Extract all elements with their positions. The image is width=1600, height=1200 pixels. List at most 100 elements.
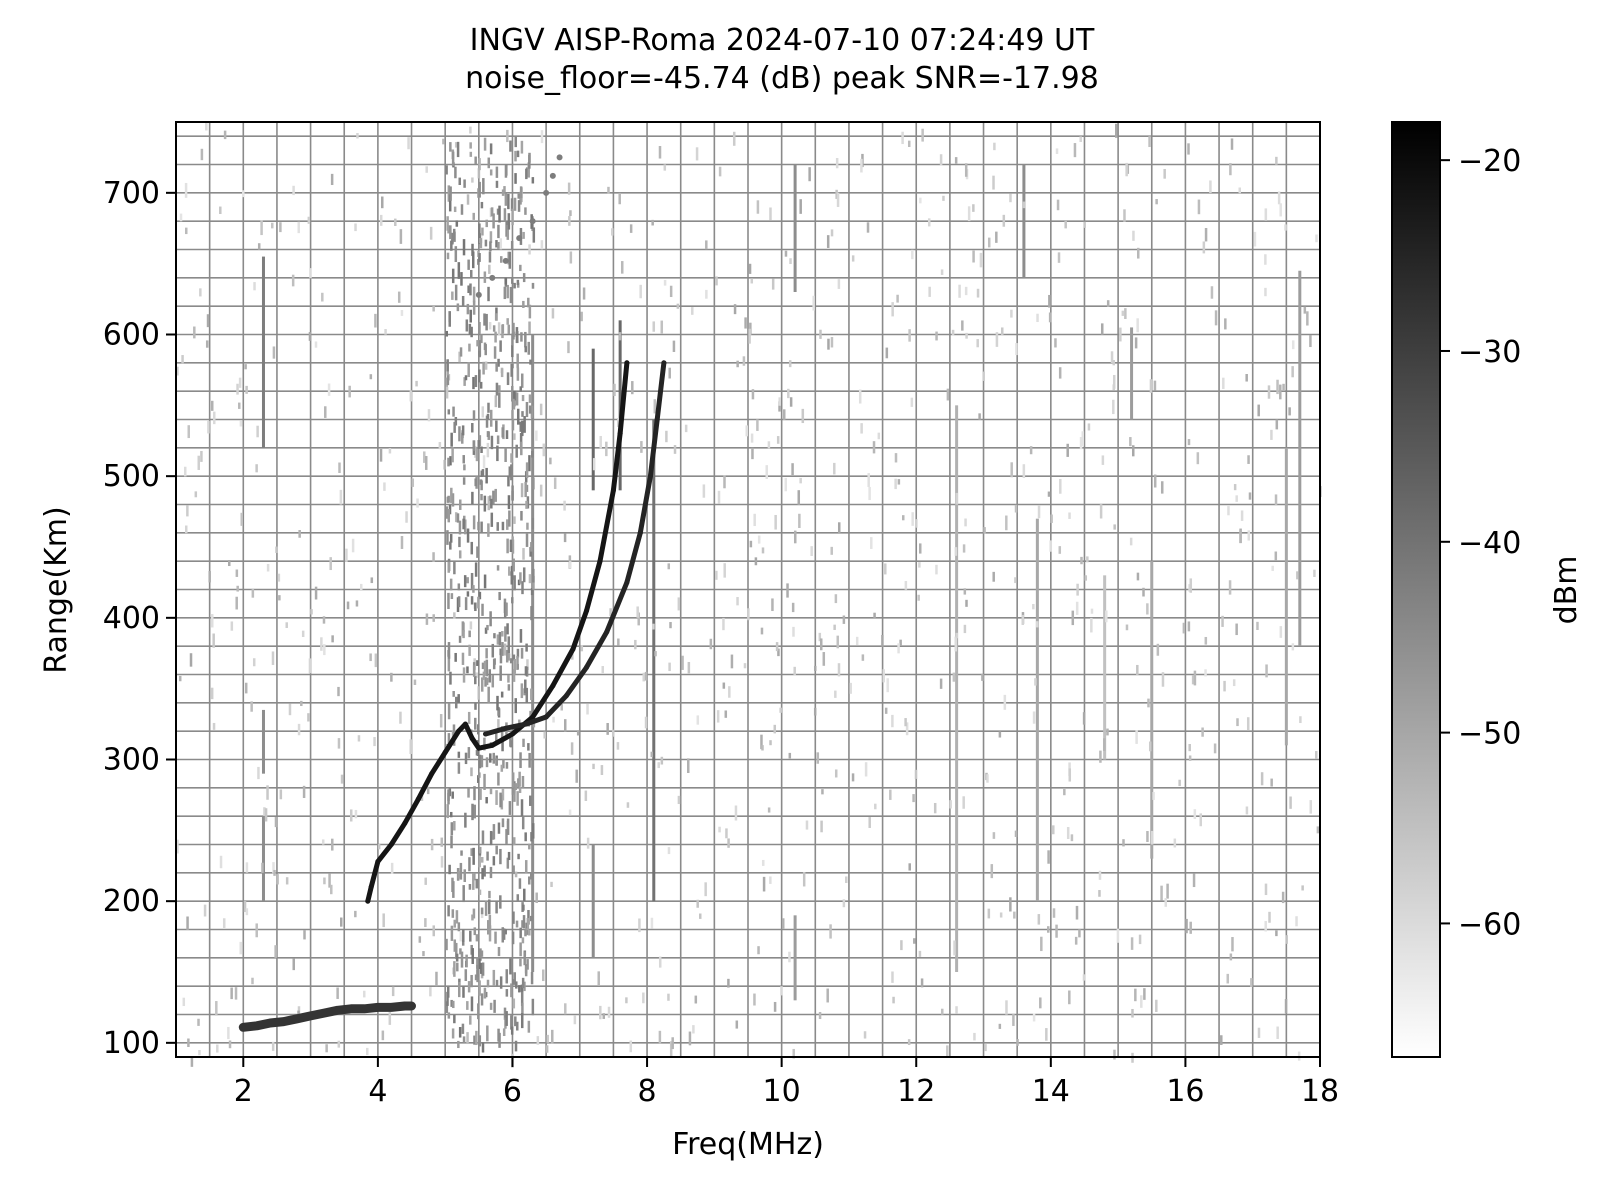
noise-speck <box>1129 437 1132 447</box>
noise-speck <box>836 635 839 649</box>
noise-speck <box>451 291 454 300</box>
noise-speck <box>449 671 452 685</box>
noise-speck <box>1136 572 1140 581</box>
noise-speck <box>458 550 462 559</box>
noise-speck <box>354 223 357 232</box>
noise-speck <box>517 853 520 860</box>
noise-speck <box>882 669 885 683</box>
noise-speck <box>458 426 461 442</box>
noise-speck <box>506 818 510 835</box>
noise-speck <box>176 839 179 854</box>
noise-speck <box>526 659 529 671</box>
trace-point <box>624 360 630 366</box>
noise-speck <box>483 865 486 877</box>
vertical-streak <box>591 348 595 491</box>
noise-speck <box>463 179 466 188</box>
noise-speck <box>778 397 781 406</box>
noise-speck <box>468 883 472 890</box>
noise-speck <box>379 214 383 226</box>
noise-speck <box>451 909 455 918</box>
noise-speck <box>524 207 527 215</box>
noise-speck <box>539 484 543 497</box>
noise-speck <box>653 399 657 414</box>
vertical-streak <box>793 164 797 292</box>
noise-speck <box>486 1025 489 1042</box>
noise-speck <box>1049 540 1053 552</box>
noise-speck <box>849 682 852 694</box>
noise-speck <box>455 220 459 227</box>
noise-speck <box>1270 429 1273 440</box>
noise-speck <box>429 226 433 240</box>
noise-speck <box>300 700 303 707</box>
noise-speck <box>524 666 528 676</box>
noise-speck <box>301 630 305 638</box>
noise-speck <box>1279 626 1283 638</box>
noise-speck <box>513 433 516 440</box>
trace-point <box>388 842 394 847</box>
noise-speck <box>499 340 502 352</box>
noise-speck <box>447 509 451 523</box>
noise-speck <box>489 143 493 155</box>
noise-speck <box>1029 446 1033 455</box>
noise-speck <box>864 762 868 777</box>
noise-speck <box>521 581 524 595</box>
noise-speck <box>516 648 520 658</box>
noise-speck <box>769 207 772 221</box>
vertical-streak <box>1022 164 1026 278</box>
noise-speck <box>1119 327 1122 342</box>
noise-speck <box>1229 953 1233 961</box>
noise-speck <box>491 643 495 658</box>
noise-speck <box>1113 524 1116 530</box>
chart-subtitle: noise_floor=-45.74 (dB) peak SNR=-17.98 <box>465 61 1099 96</box>
noise-speck <box>511 418 515 431</box>
noise-speck <box>1125 162 1128 177</box>
noise-speck <box>834 594 838 604</box>
noise-speck <box>483 495 487 512</box>
noise-speck <box>1275 930 1278 937</box>
noise-speck <box>650 751 654 758</box>
noise-speck <box>463 464 466 471</box>
noise-speck <box>1166 883 1169 899</box>
noise-speck <box>320 637 323 651</box>
noise-speck <box>487 496 491 511</box>
noise-speck <box>484 900 488 916</box>
noise-speck <box>1156 643 1160 656</box>
noise-speck <box>510 241 514 250</box>
noise-speck <box>187 1038 190 1047</box>
noise-speck <box>1122 839 1125 847</box>
noise-speck <box>187 425 191 439</box>
noise-speck <box>480 907 484 915</box>
noise-speck <box>472 440 476 451</box>
noise-speck <box>464 812 467 828</box>
noise-speck <box>527 297 530 308</box>
noise-speck <box>505 829 508 844</box>
noise-speck <box>1248 492 1252 500</box>
noise-speck <box>769 740 772 746</box>
noise-speck <box>194 491 198 498</box>
noise-speck <box>1143 988 1146 1000</box>
noise-speck <box>927 218 931 227</box>
noise-speck <box>212 633 215 648</box>
noise-speck <box>696 715 700 725</box>
noise-speck <box>487 523 490 537</box>
noise-speck <box>189 653 193 667</box>
trace-point <box>543 189 550 196</box>
noise-speck <box>476 957 479 969</box>
noise-speck <box>274 817 278 828</box>
noise-speck <box>525 643 528 652</box>
noise-speck <box>521 411 524 417</box>
noise-speck <box>798 513 801 529</box>
noise-speck <box>750 433 754 443</box>
noise-speck <box>515 920 519 928</box>
noise-speck <box>513 282 516 289</box>
noise-speck <box>530 405 534 418</box>
noise-speck <box>521 920 524 928</box>
noise-speck <box>910 397 914 407</box>
noise-speck <box>1112 399 1115 415</box>
noise-speck <box>1284 999 1288 1014</box>
noise-speck <box>748 263 752 274</box>
noise-speck <box>447 495 450 503</box>
noise-speck <box>447 561 450 573</box>
noise-speck <box>1271 565 1274 571</box>
noise-speck <box>717 490 721 504</box>
